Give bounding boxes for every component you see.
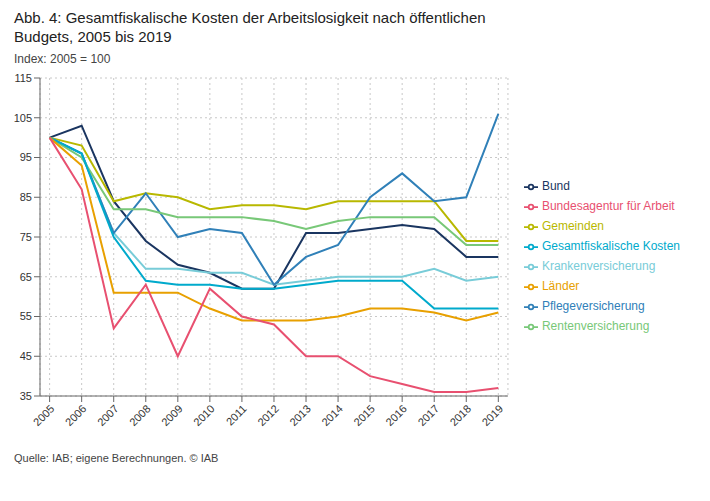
svg-text:95: 95 [20,151,32,163]
html-text:Rentenversicherung: Rentenversicherung [541,319,650,333]
svg-text:2011: 2011 [224,402,249,427]
html-text:Krankenversicherung: Krankenversicherung [541,259,656,273]
svg-text:75: 75 [20,231,32,243]
svg-text:2008: 2008 [127,402,153,428]
svg-text:2018: 2018 [447,402,473,428]
svg-text:2010: 2010 [191,402,217,428]
html-text:Länder: Länder [541,279,580,293]
html-text:Index: 2005 = 100: Index: 2005 = 100 [14,52,111,66]
svg-text:2019: 2019 [479,402,505,428]
svg-text:2012: 2012 [255,402,281,428]
svg-text:2015: 2015 [351,402,377,428]
html-text:Gesamtfiskalische Kosten: Gesamtfiskalische Kosten [541,239,680,253]
svg-text:45: 45 [20,350,32,362]
html-text:Budgets, 2005 bis 2019: Budgets, 2005 bis 2019 [14,28,172,45]
html-text:Gemeinden: Gemeinden [541,219,604,233]
svg-text:65: 65 [20,271,32,283]
svg-text:2007: 2007 [95,402,121,428]
html-text:Abb. 4: Gesamtfiskalische Kost: Abb. 4: Gesamtfiskalische Kosten der Arb… [14,9,486,26]
html-text:Bund: Bund [541,179,570,193]
svg-text:2017: 2017 [415,402,441,428]
svg-text:55: 55 [20,310,32,322]
svg-text:2009: 2009 [159,402,185,428]
svg-text:2013: 2013 [287,402,313,428]
html-text:Bundesagentur für Arbeit: Bundesagentur für Arbeit [541,199,675,213]
svg-text:2005: 2005 [31,402,57,428]
svg-text:2016: 2016 [383,402,409,428]
svg-text:2014: 2014 [319,402,345,428]
svg-text:115: 115 [14,72,32,84]
svg-text:2006: 2006 [63,402,89,428]
html-text:Pflegeversicherung: Pflegeversicherung [541,299,645,313]
svg-text:35: 35 [20,390,32,402]
svg-text:85: 85 [20,191,32,203]
svg-text:105: 105 [14,112,32,124]
html-text:Quelle: IAB; eigene Berechnung: Quelle: IAB; eigene Berechnungen. © IAB [14,452,219,464]
